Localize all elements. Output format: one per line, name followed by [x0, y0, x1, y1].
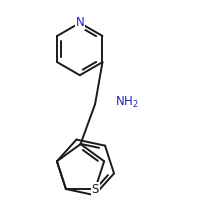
Text: N: N — [76, 16, 84, 29]
Text: NH$_2$: NH$_2$ — [115, 95, 138, 110]
Text: S: S — [92, 182, 99, 196]
